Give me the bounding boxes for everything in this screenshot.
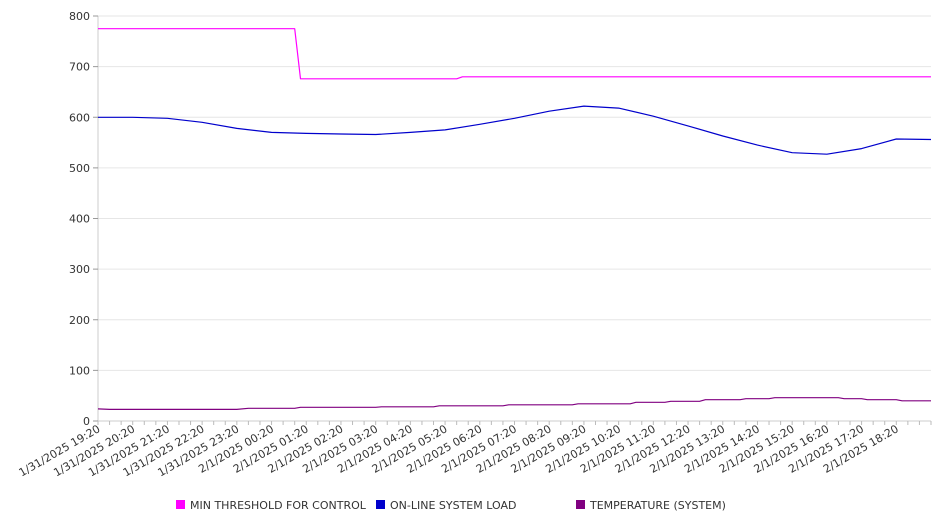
y-tick-label: 700 (69, 61, 90, 74)
y-tick-label: 0 (83, 415, 90, 428)
legend-label: MIN THRESHOLD FOR CONTROL (190, 499, 367, 512)
x-axis-ticks: 1/31/2025 19:201/31/2025 20:201/31/2025 … (17, 421, 932, 479)
legend-swatch (576, 500, 585, 509)
legend-label: ON-LINE SYSTEM LOAD (390, 499, 516, 512)
y-tick-label: 100 (69, 364, 90, 377)
grid-lines (98, 15, 931, 371)
legend: MIN THRESHOLD FOR CONTROL ON-LINE SYSTEM … (176, 499, 726, 512)
y-tick-label: 300 (69, 263, 90, 276)
y-axis-ticks: 0 100 200 300 400 500 600 700 800 (69, 10, 98, 428)
legend-label: TEMPERATURE (SYSTEM) (589, 499, 726, 512)
series-line-2 (98, 105, 932, 155)
y-tick-label: 600 (69, 111, 90, 124)
y-tick-label: 200 (69, 314, 90, 327)
series-line-3 (97, 397, 931, 410)
y-tick-label: 800 (69, 10, 90, 23)
legend-swatch (176, 500, 185, 509)
y-tick-label: 500 (69, 162, 90, 175)
series-lines (97, 28, 932, 410)
legend-swatch (376, 500, 385, 509)
series-line-1 (98, 28, 931, 80)
y-tick-label: 400 (69, 213, 90, 226)
